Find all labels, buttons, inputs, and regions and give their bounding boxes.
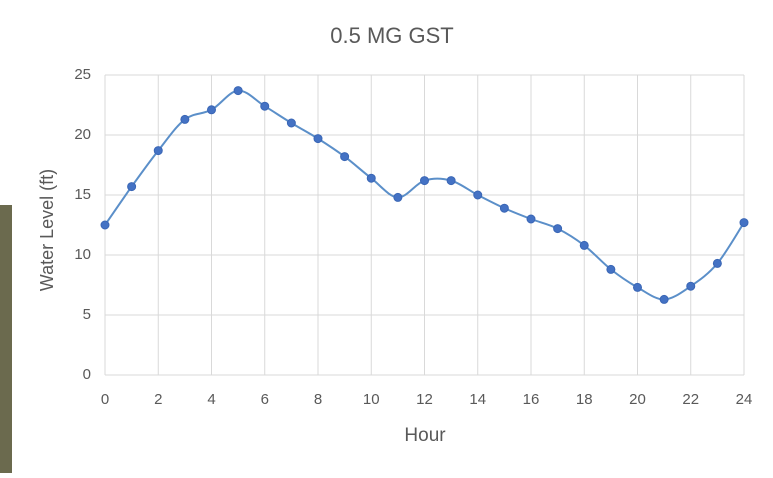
x-tick-label: 24 [736,391,753,408]
background-photo [0,205,12,473]
marker [367,174,375,182]
marker [500,204,508,212]
y-tick-label: 10 [74,246,91,263]
x-tick-label: 6 [261,391,269,408]
marker [607,265,615,273]
x-tick-label: 2 [154,391,162,408]
marker [394,193,402,201]
x-axis-label: Hour [404,425,446,446]
y-tick-label: 0 [83,366,91,383]
y-axis-label: Water Level (ft) [37,169,57,291]
marker [660,295,668,303]
marker [740,219,748,227]
x-tick-label: 8 [314,391,322,408]
marker [554,225,562,233]
marker [208,106,216,114]
x-tick-label: 20 [629,391,646,408]
x-tick-label: 4 [207,391,215,408]
chart-title: 0.5 MG GST [330,23,453,48]
marker [447,177,455,185]
marker [181,115,189,123]
y-tick-label: 5 [83,306,91,323]
x-tick-label: 0 [101,391,109,408]
marker [527,215,535,223]
marker [154,147,162,155]
x-tick-label: 22 [682,391,699,408]
marker [421,177,429,185]
marker [287,119,295,127]
marker [261,102,269,110]
marker [234,87,242,95]
marker [713,259,721,267]
x-tick-label: 18 [576,391,593,408]
marker [634,283,642,291]
marker [128,183,136,191]
marker [580,241,588,249]
x-tick-label: 14 [469,391,486,408]
y-tick-label: 20 [74,126,91,143]
y-tick-label: 25 [74,66,91,83]
chart: 0.5 MG GST Hour Water Level (ft) 0 5 10 15 2… [0,0,773,473]
marker [101,221,109,229]
y-tick-label: 15 [74,186,91,203]
x-tick-label: 10 [363,391,380,408]
marker [474,191,482,199]
marker [687,282,695,290]
marker [341,153,349,161]
x-tick-label: 16 [523,391,540,408]
chart-card [12,0,773,473]
marker [314,135,322,143]
x-tick-label: 12 [416,391,433,408]
